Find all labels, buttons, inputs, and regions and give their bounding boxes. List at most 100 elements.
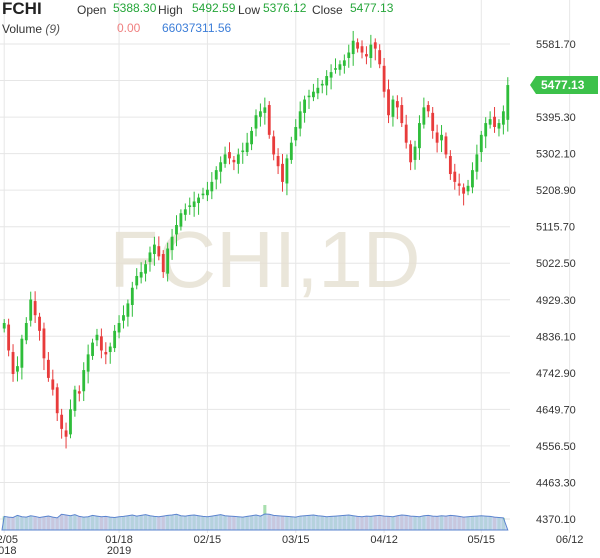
candle-body xyxy=(440,134,443,141)
candle-body xyxy=(122,315,125,321)
candle-body xyxy=(16,366,19,372)
volume-value: 0.00 xyxy=(117,21,141,35)
price-tick-label: 4649.70 xyxy=(536,404,576,416)
candle-body xyxy=(497,123,501,129)
candle-body xyxy=(99,336,103,351)
candle-body xyxy=(272,136,276,155)
low-value: 5376.12 xyxy=(263,1,307,15)
price-tick-label: 5302.10 xyxy=(536,149,576,161)
candle-body xyxy=(488,119,492,125)
last-price-tag-bg xyxy=(530,75,598,94)
candle-body xyxy=(46,359,50,378)
candle-body xyxy=(356,42,360,49)
candle-body xyxy=(462,187,466,194)
candle-body xyxy=(382,65,386,92)
price-tick-label: 4463.30 xyxy=(536,477,576,489)
candle-body xyxy=(179,213,183,227)
candle-body xyxy=(475,154,479,172)
candle-body xyxy=(501,111,505,125)
candle-body xyxy=(29,299,33,321)
candle-body xyxy=(400,105,404,124)
time-tick-label: 06/12 xyxy=(556,534,584,546)
price-tick-label: 4370.10 xyxy=(536,514,576,526)
high-value: 5492.59 xyxy=(192,1,236,15)
time-tick-label: 04/12 xyxy=(370,534,398,546)
candle-body xyxy=(338,64,342,70)
candle-body xyxy=(201,193,205,196)
candle-body xyxy=(86,354,90,372)
last-price-label: 5477.13 xyxy=(541,78,585,92)
candle-body xyxy=(192,201,196,207)
candle-body xyxy=(281,163,284,182)
low-label: Low xyxy=(238,3,261,17)
candle-body xyxy=(73,389,77,411)
price-tick-label: 4929.30 xyxy=(536,295,576,307)
candle-body xyxy=(33,301,37,316)
candle-body xyxy=(422,107,426,125)
candle-body xyxy=(334,68,337,70)
candle-body xyxy=(245,142,249,153)
candle-body xyxy=(294,126,298,141)
candle-body xyxy=(347,52,351,58)
candle-body xyxy=(117,323,121,333)
volume-label-text: Volume xyxy=(2,22,43,36)
candle-body xyxy=(378,50,382,65)
candle-body xyxy=(214,170,218,180)
candle-body xyxy=(444,136,448,155)
candle-body xyxy=(241,150,245,153)
candle-body xyxy=(471,170,474,188)
candle-body xyxy=(307,95,311,98)
price-tick-label: 4742.90 xyxy=(536,368,576,380)
candle-body xyxy=(228,152,231,159)
candle-body xyxy=(60,414,64,429)
candle-body xyxy=(236,154,240,164)
candle-body xyxy=(479,134,483,153)
candle-body xyxy=(285,158,289,184)
volume-pane xyxy=(1,505,509,531)
volume-ma-value: 66037311.56 xyxy=(162,21,232,35)
candle-body xyxy=(210,181,214,192)
candle-body xyxy=(161,254,165,273)
candle-body xyxy=(91,342,94,356)
candle-body xyxy=(20,338,24,368)
price-tick-label: 5208.90 xyxy=(536,185,576,197)
candle-body xyxy=(303,99,307,113)
symbol-name: FCHI xyxy=(2,0,42,18)
time-tick-label: 12/05 xyxy=(0,534,18,546)
candle-body xyxy=(148,252,152,262)
candle-body xyxy=(42,328,46,359)
candle-body xyxy=(360,46,364,53)
candle-body xyxy=(250,130,253,145)
time-tick-year: 2018 xyxy=(0,545,16,557)
candle-body xyxy=(82,370,86,392)
time-tick-label: 05/15 xyxy=(468,534,496,546)
candle-body xyxy=(426,105,430,112)
candle-body xyxy=(55,387,59,414)
candle-body xyxy=(457,183,461,186)
candle-body xyxy=(130,287,134,305)
open-value: 5388.30 xyxy=(113,1,157,15)
candle-body xyxy=(95,334,99,341)
candle-body xyxy=(418,123,421,149)
candle-body xyxy=(175,225,178,235)
price-tick-label: 4836.10 xyxy=(536,331,576,343)
candle-body xyxy=(453,171,457,182)
candle-body xyxy=(351,40,355,55)
candle-body xyxy=(38,316,41,331)
close-value: 5477.13 xyxy=(350,1,394,15)
candle-body xyxy=(77,391,81,394)
candle-body xyxy=(312,91,315,98)
watermark: FCHI,1D xyxy=(109,215,420,304)
candle-body xyxy=(298,111,302,129)
price-tick-label: 5022.50 xyxy=(536,258,576,270)
candle-body xyxy=(232,159,236,163)
candle-body xyxy=(484,123,488,137)
candle-body xyxy=(51,379,55,390)
candle-body xyxy=(276,156,280,167)
candle-body xyxy=(259,111,262,117)
candle-body xyxy=(166,248,170,274)
candle-body xyxy=(413,146,417,160)
candle-body xyxy=(197,197,200,204)
